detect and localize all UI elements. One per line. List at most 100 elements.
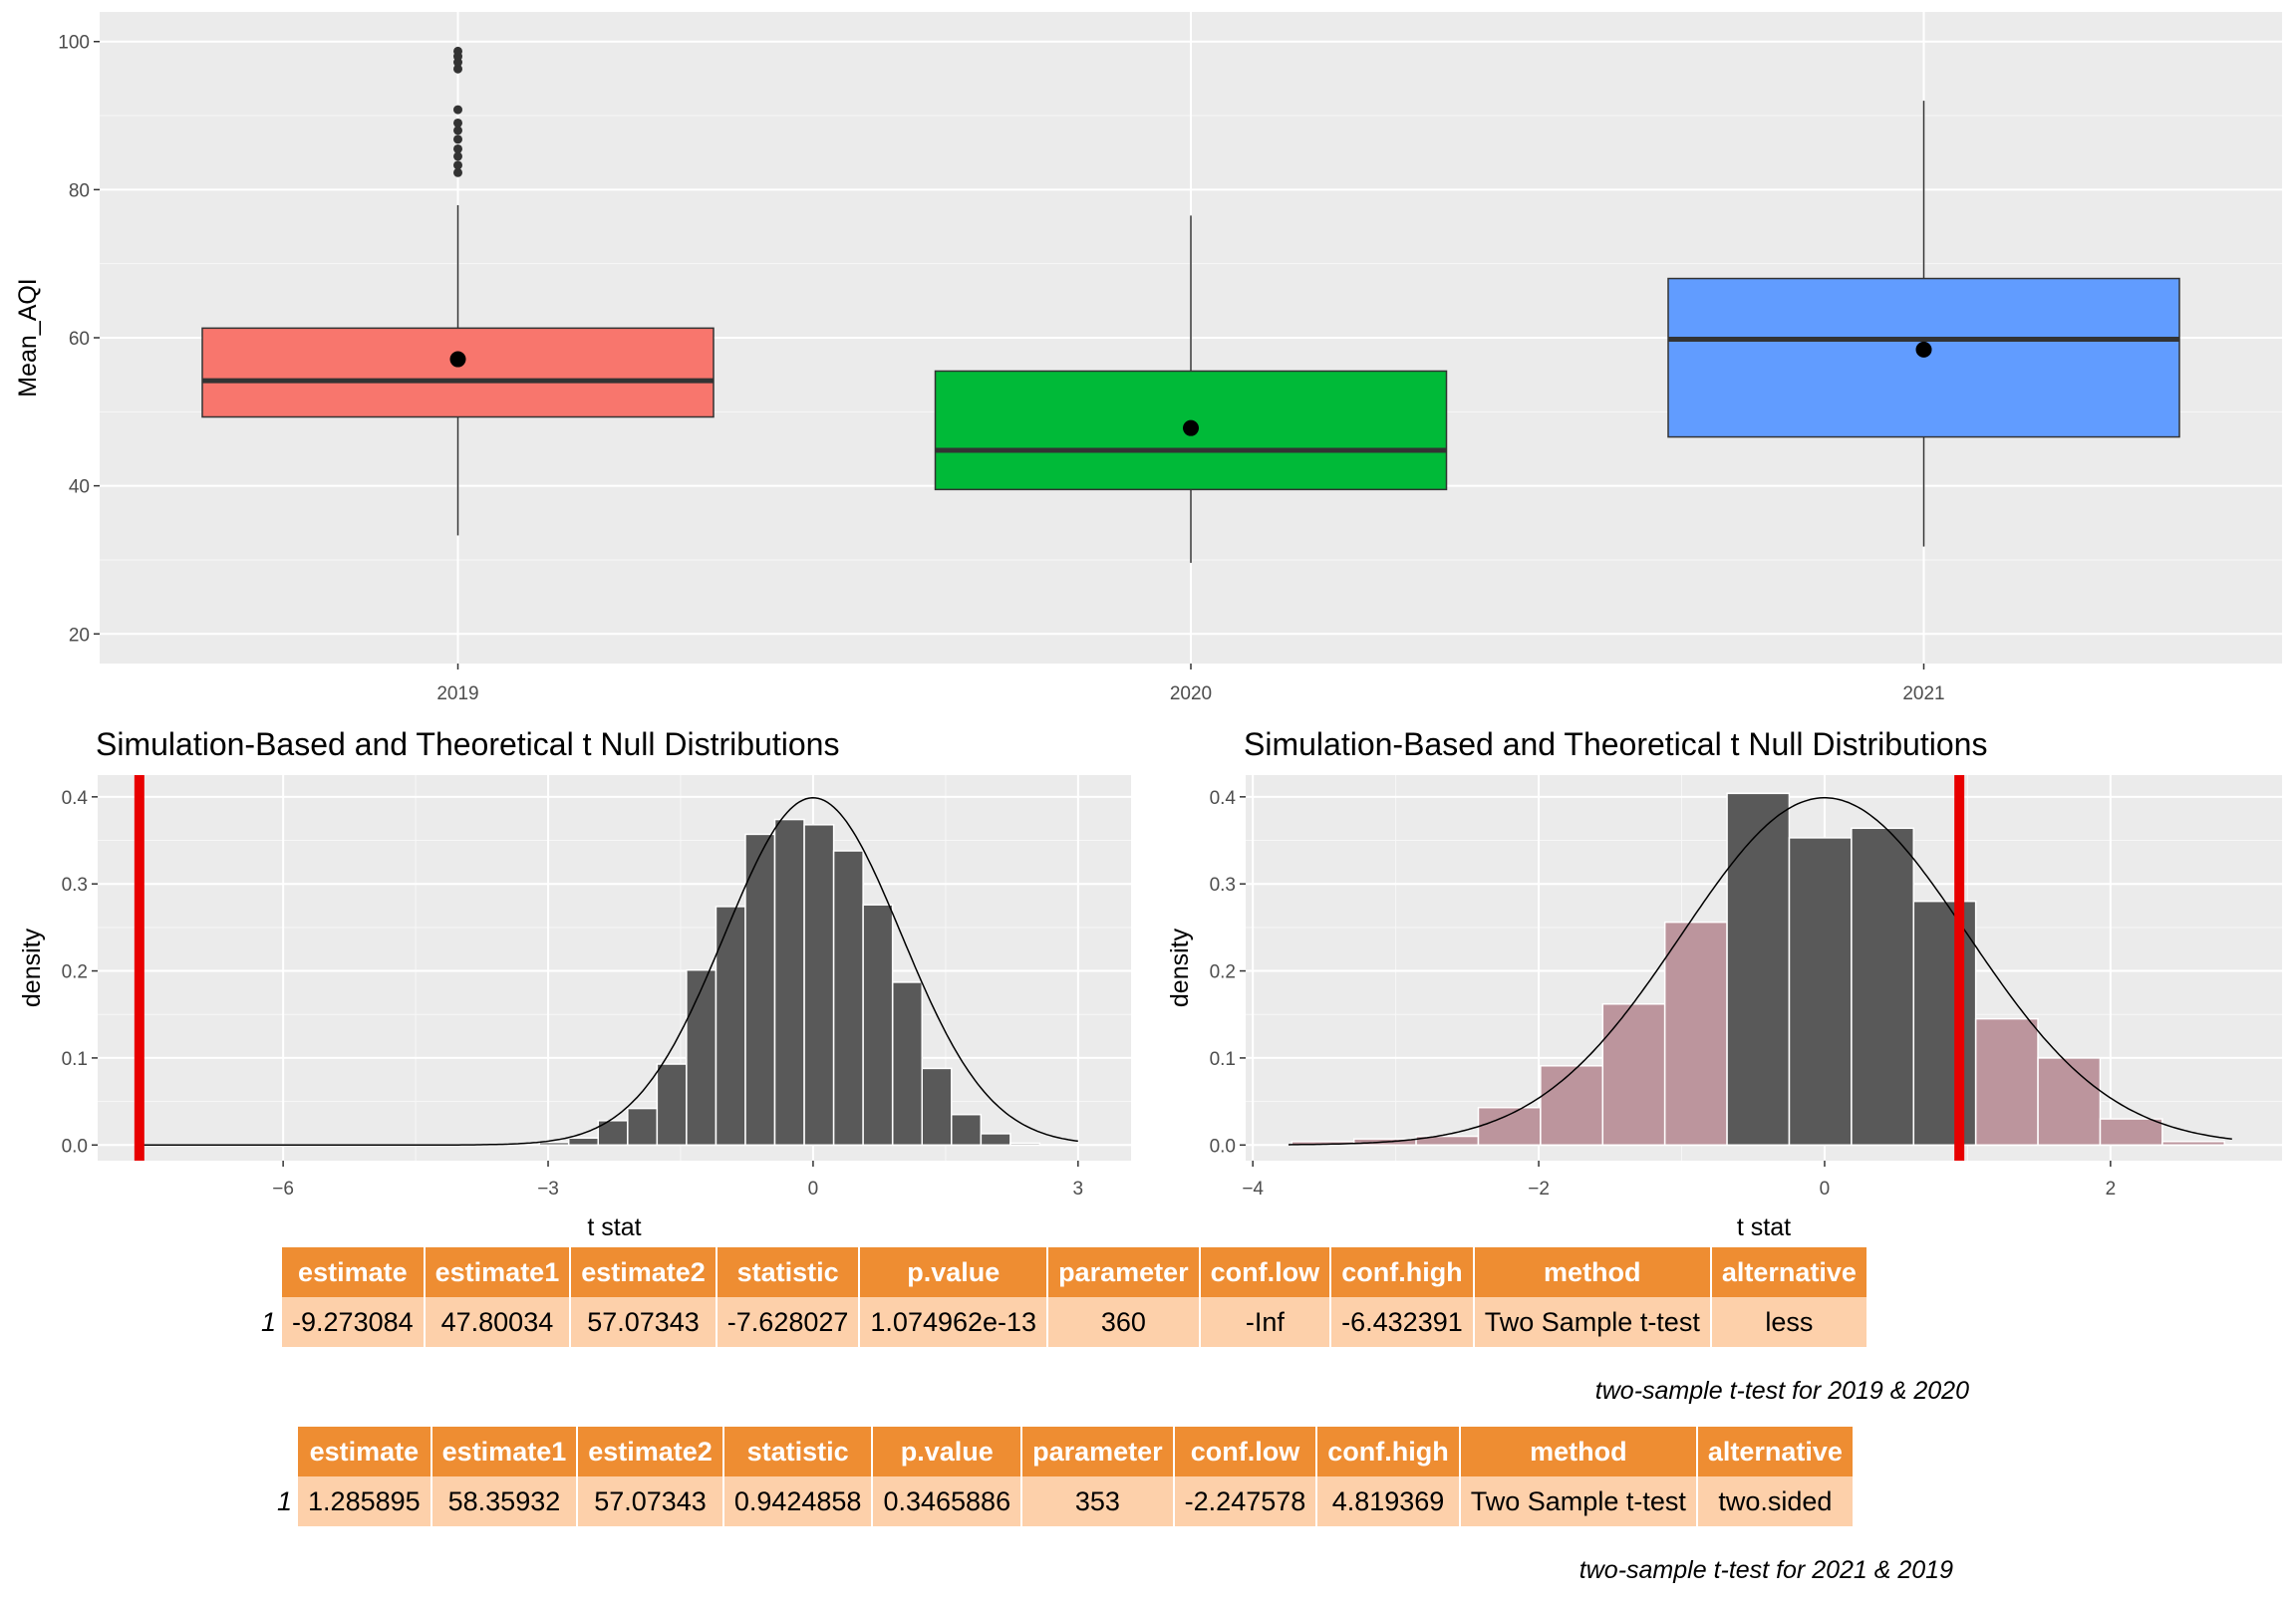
row-name: 1	[255, 1297, 283, 1347]
column-header-alternative: alternative	[1710, 1247, 1868, 1297]
cell-p-value: 1.074962e-13	[859, 1297, 1049, 1347]
mean-point	[1915, 341, 1932, 358]
hist1-histogram-bar	[832, 850, 864, 1147]
hist2-histogram-bar	[1851, 827, 1914, 1147]
hist1-x-axis-title: t stat	[587, 1213, 641, 1241]
table-header-row: estimate estimate1 estimate2 statistic p.val…	[255, 1247, 1868, 1297]
cell-conf-high: -6.432391	[1330, 1297, 1475, 1347]
column-header-estimate1: estimate1	[424, 1247, 572, 1297]
hist1-panel	[98, 775, 1131, 1161]
boxplot-y-tick-label: 40	[69, 477, 90, 498]
column-header-conf-low: conf.low	[1199, 1247, 1332, 1297]
column-header-estimate2: estimate2	[577, 1427, 724, 1476]
column-header-method: method	[1473, 1247, 1712, 1297]
hist1-histogram-bar	[773, 818, 805, 1147]
outlier-point	[453, 151, 462, 161]
column-header-p-value: p.value	[872, 1427, 1023, 1476]
hist2-x-tick-label: −4	[1242, 1179, 1264, 1200]
outlier-point	[453, 160, 462, 170]
cell-conf-low: -Inf	[1199, 1297, 1332, 1347]
hist2-histogram-bar	[1477, 1106, 1542, 1147]
hist1-histogram-bar	[951, 1113, 983, 1147]
table-row: 1 1.285895 58.35932 57.07343 0.9424858 0.3465…	[271, 1476, 1855, 1526]
hist2-x-axis-title: t stat	[1737, 1213, 1791, 1241]
hist1-title: Simulation-Based and Theoretical t Null …	[96, 726, 839, 762]
column-header-parameter: parameter	[1021, 1427, 1175, 1476]
cell-method: Two Sample t-test	[1459, 1476, 1698, 1526]
hist2-histogram-bar	[1663, 921, 1728, 1147]
hist2-y-tick-label: 0.0	[1210, 1136, 1236, 1157]
outlier-point	[453, 64, 462, 74]
hist2-histogram-bar	[1912, 900, 1977, 1147]
hist2-histogram-bar	[1540, 1065, 1603, 1147]
hist2-histogram-bar	[2037, 1057, 2102, 1147]
column-header-conf-high: conf.high	[1330, 1247, 1475, 1297]
column-header-estimate1: estimate1	[430, 1427, 579, 1476]
box-2021	[1667, 277, 2180, 438]
table-corner	[255, 1247, 283, 1297]
mean-point	[449, 351, 466, 368]
hist2-title: Simulation-Based and Theoretical t Null …	[1244, 726, 1987, 762]
cell-estimate: -9.273084	[282, 1297, 426, 1347]
cell-statistic: -7.628027	[716, 1297, 861, 1347]
hist1-y-tick-label: 0.4	[62, 788, 89, 809]
hist2-histogram-bar	[2099, 1118, 2163, 1147]
column-header-estimate2: estimate2	[570, 1247, 718, 1297]
hist2-y-tick-label: 0.1	[1210, 1049, 1236, 1070]
outlier-point	[453, 167, 462, 177]
table-corner	[271, 1427, 299, 1476]
table-caption-2021-2019: two-sample t-test for 2021 & 2019	[1578, 1556, 1953, 1584]
hist2-y-tick-label: 0.4	[1210, 788, 1237, 809]
hist1-histogram-bar	[715, 906, 746, 1147]
column-header-estimate: estimate	[298, 1427, 432, 1476]
outlier-point	[453, 46, 462, 56]
column-header-statistic: statistic	[716, 1247, 861, 1297]
hist1-histogram-bar	[980, 1133, 1011, 1147]
hist1-y-tick-label: 0.0	[62, 1136, 88, 1157]
row-name: 1	[271, 1476, 299, 1526]
outlier-point	[453, 118, 462, 128]
t-test-table-2019-2020: estimate estimate1 estimate2 statistic p.val…	[255, 1247, 1868, 1347]
hist1-histogram-bar	[567, 1137, 599, 1147]
boxplot-x-tick-label: 2019	[436, 683, 478, 704]
table-caption-2019-2020: two-sample t-test for 2019 & 2020	[1594, 1377, 1969, 1405]
hist2-x-tick-label: 2	[2106, 1179, 2117, 1200]
cell-estimate1: 47.80034	[424, 1297, 572, 1347]
boxplot-x-tick-label: 2020	[1170, 683, 1212, 704]
column-header-method: method	[1459, 1427, 1698, 1476]
hist2-x-tick-label: 0	[1820, 1179, 1831, 1200]
hist1-y-tick-label: 0.3	[62, 875, 88, 896]
hist1-histogram-bar	[656, 1063, 688, 1147]
hist1-y-axis-title: density	[18, 928, 46, 1007]
cell-p-value: 0.3465886	[872, 1476, 1023, 1526]
hist1-histogram-bar	[1009, 1142, 1041, 1147]
hist1-x-tick-label: 0	[808, 1179, 819, 1200]
column-header-parameter: parameter	[1047, 1247, 1201, 1297]
cell-conf-low: -2.247578	[1173, 1476, 1318, 1526]
hist2-y-tick-label: 0.2	[1210, 962, 1236, 983]
cell-parameter: 360	[1047, 1297, 1201, 1347]
outlier-point	[453, 105, 462, 115]
cell-estimate1: 58.35932	[430, 1476, 579, 1526]
hist1-y-tick-label: 0.2	[62, 962, 88, 983]
column-header-alternative: alternative	[1696, 1427, 1855, 1476]
boxplot-y-tick-label: 80	[69, 180, 90, 201]
mean-point	[1183, 419, 1199, 436]
boxplot-y-tick-label: 20	[69, 625, 90, 646]
hist2-x-tick-label: −2	[1528, 1179, 1550, 1200]
t-test-table-2021-2019: estimate estimate1 estimate2 statistic p.val…	[271, 1427, 1855, 1526]
cell-alternative: less	[1710, 1297, 1868, 1347]
column-header-conf-high: conf.high	[1316, 1427, 1461, 1476]
outlier-point	[453, 134, 462, 144]
hist1-histogram-bar	[891, 981, 924, 1147]
hist1-x-tick-label: −3	[537, 1179, 559, 1200]
box-2019	[201, 327, 715, 418]
hist1-histogram-bar	[538, 1141, 570, 1147]
cell-conf-high: 4.819369	[1316, 1476, 1461, 1526]
table-header-row: estimate estimate1 estimate2 statistic p.val…	[271, 1427, 1855, 1476]
table-row: 1 -9.273084 47.80034 57.07343 -7.628027 1.074…	[255, 1297, 1868, 1347]
hist1-histogram-bar	[921, 1067, 953, 1147]
hist2-histogram-bar	[1974, 1017, 2039, 1147]
outlier-point	[453, 143, 462, 153]
